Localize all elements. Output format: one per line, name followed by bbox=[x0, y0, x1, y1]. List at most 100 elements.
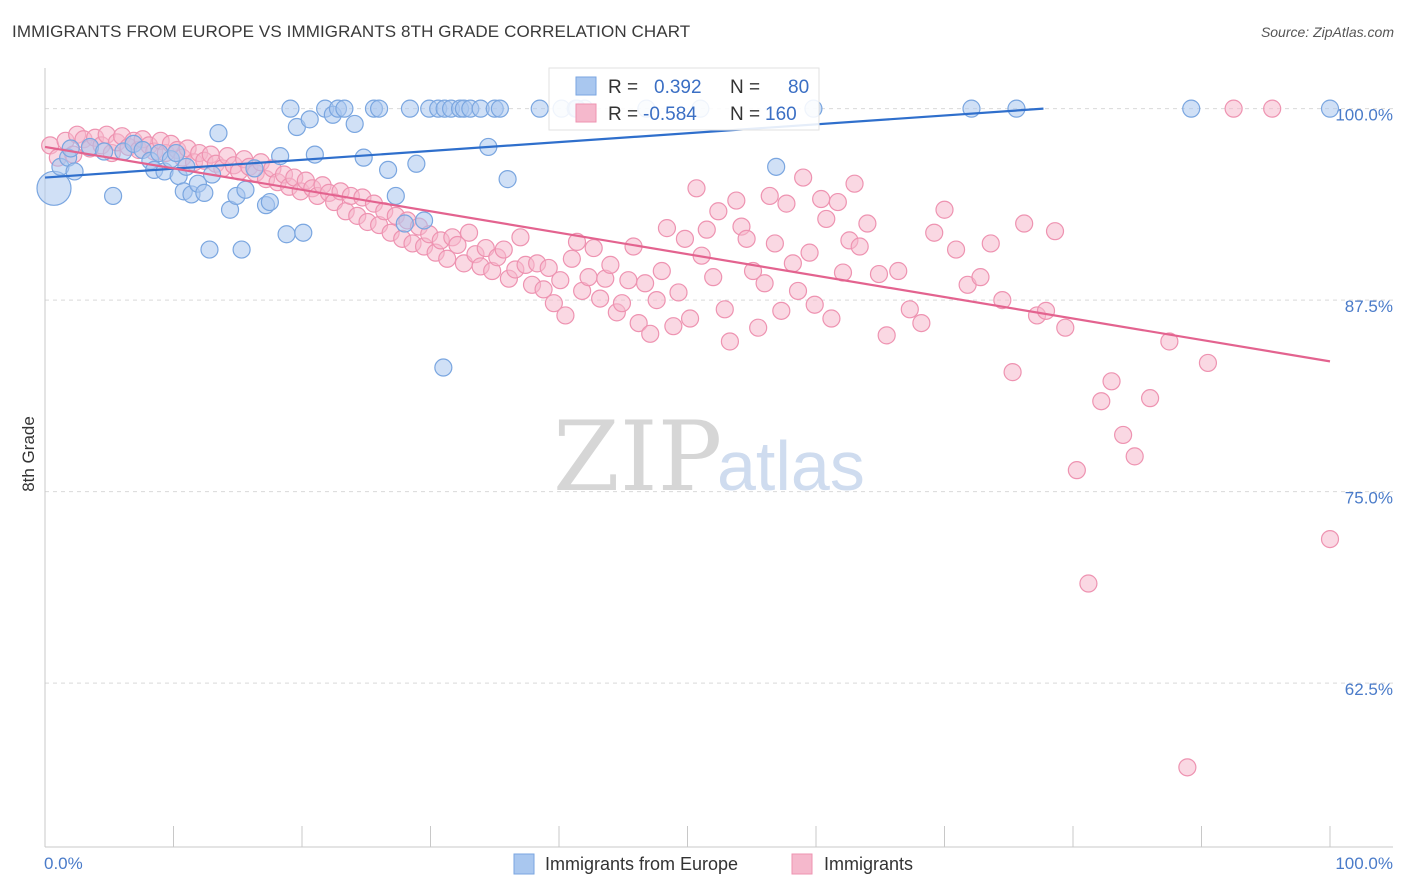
point-europe bbox=[281, 99, 300, 118]
point-europe bbox=[414, 211, 434, 230]
point-immigrants bbox=[1178, 758, 1197, 777]
stats-box: R = 0.392 N = 80 R = -0.584 N = 160 bbox=[548, 67, 820, 131]
point-europe bbox=[335, 99, 354, 118]
point-immigrants bbox=[612, 294, 632, 313]
point-immigrants bbox=[511, 228, 530, 247]
point-immigrants bbox=[946, 240, 966, 259]
point-europe bbox=[1007, 99, 1026, 118]
point-immigrants bbox=[755, 274, 774, 293]
point-immigrants bbox=[641, 324, 660, 343]
point-immigrants bbox=[822, 309, 841, 328]
point-immigrants bbox=[800, 243, 819, 262]
point-immigrants bbox=[675, 229, 695, 248]
point-europe bbox=[370, 99, 389, 118]
point-europe bbox=[407, 154, 426, 173]
point-immigrants bbox=[805, 295, 824, 314]
point-immigrants bbox=[1125, 447, 1144, 466]
point-immigrants bbox=[1036, 301, 1056, 320]
series-immigrants bbox=[41, 99, 1340, 777]
point-immigrants bbox=[772, 301, 791, 320]
point-immigrants bbox=[584, 238, 603, 258]
point-europe bbox=[200, 240, 219, 259]
point-immigrants bbox=[812, 189, 831, 209]
point-europe bbox=[166, 143, 186, 163]
point-immigrants bbox=[591, 289, 610, 308]
point-europe bbox=[300, 110, 319, 129]
point-immigrants bbox=[567, 232, 587, 252]
point-europe bbox=[378, 160, 398, 180]
point-immigrants bbox=[562, 249, 581, 268]
stats-r-value-1: 0.392 bbox=[654, 77, 702, 98]
y-axis-title: 8th Grade bbox=[19, 416, 38, 492]
point-europe bbox=[294, 223, 313, 242]
point-immigrants bbox=[783, 254, 802, 273]
point-europe bbox=[386, 186, 405, 206]
stats-r-value-2: -0.584 bbox=[643, 104, 697, 125]
point-immigrants bbox=[794, 168, 813, 187]
point-europe bbox=[209, 124, 228, 143]
legend: Immigrants from Europe Immigrants bbox=[513, 853, 913, 875]
stats-r-label-1: R = bbox=[608, 77, 638, 98]
trend-lines bbox=[44, 107, 1331, 363]
point-immigrants bbox=[1045, 222, 1065, 241]
y-tick-label: 62.5% bbox=[1345, 680, 1393, 699]
stats-n-value-1: 80 bbox=[788, 77, 809, 98]
point-immigrants bbox=[912, 313, 931, 333]
point-immigrants bbox=[652, 261, 671, 281]
point-immigrants bbox=[925, 223, 944, 242]
point-immigrants bbox=[777, 194, 796, 213]
stats-n-value-2: 160 bbox=[765, 104, 797, 125]
point-immigrants bbox=[935, 200, 954, 219]
point-europe bbox=[232, 240, 251, 259]
point-immigrants bbox=[971, 268, 990, 287]
point-europe bbox=[345, 114, 364, 134]
point-immigrants bbox=[889, 261, 908, 281]
point-immigrants bbox=[629, 313, 648, 333]
point-immigrants bbox=[715, 300, 734, 319]
point-europe bbox=[395, 214, 414, 233]
point-immigrants bbox=[704, 268, 723, 287]
point-immigrants bbox=[664, 317, 683, 336]
point-immigrants bbox=[1198, 353, 1218, 373]
point-europe bbox=[65, 162, 84, 181]
point-immigrants bbox=[494, 240, 513, 259]
series-immigrants-from-europe bbox=[36, 99, 1340, 377]
y-tick-label: 100.0% bbox=[1335, 106, 1393, 125]
point-immigrants bbox=[900, 300, 919, 319]
point-immigrants bbox=[601, 255, 620, 274]
point-immigrants bbox=[981, 234, 1000, 253]
point-immigrants bbox=[438, 249, 457, 268]
point-immigrants bbox=[709, 202, 728, 221]
point-europe bbox=[104, 186, 123, 206]
point-immigrants bbox=[828, 192, 847, 212]
point-immigrants bbox=[845, 174, 864, 193]
point-immigrants bbox=[1003, 363, 1022, 382]
point-europe bbox=[530, 99, 549, 118]
point-europe bbox=[354, 148, 373, 167]
point-europe bbox=[490, 99, 509, 118]
point-immigrants bbox=[1102, 372, 1121, 391]
point-immigrants bbox=[551, 271, 570, 290]
point-immigrants bbox=[1092, 392, 1111, 411]
point-immigrants bbox=[727, 191, 746, 210]
stats-n-label-2: N = bbox=[730, 104, 760, 125]
watermark: ZIP atlas bbox=[553, 401, 865, 513]
point-immigrants bbox=[579, 268, 598, 287]
point-europe bbox=[305, 145, 324, 164]
point-immigrants bbox=[448, 235, 467, 255]
point-immigrants bbox=[817, 209, 836, 229]
point-immigrants bbox=[737, 229, 756, 248]
point-immigrants bbox=[697, 220, 716, 239]
axes bbox=[44, 68, 1393, 848]
point-europe bbox=[61, 139, 80, 158]
point-immigrants bbox=[749, 318, 768, 337]
y-tick-label: 87.5% bbox=[1345, 297, 1393, 316]
point-immigrants bbox=[657, 219, 677, 238]
point-europe bbox=[195, 183, 214, 202]
point-europe bbox=[1182, 99, 1201, 118]
point-immigrants bbox=[858, 214, 877, 233]
legend-swatch-europe bbox=[513, 853, 535, 875]
stats-swatch-blue bbox=[575, 76, 597, 96]
point-immigrants bbox=[635, 274, 655, 293]
